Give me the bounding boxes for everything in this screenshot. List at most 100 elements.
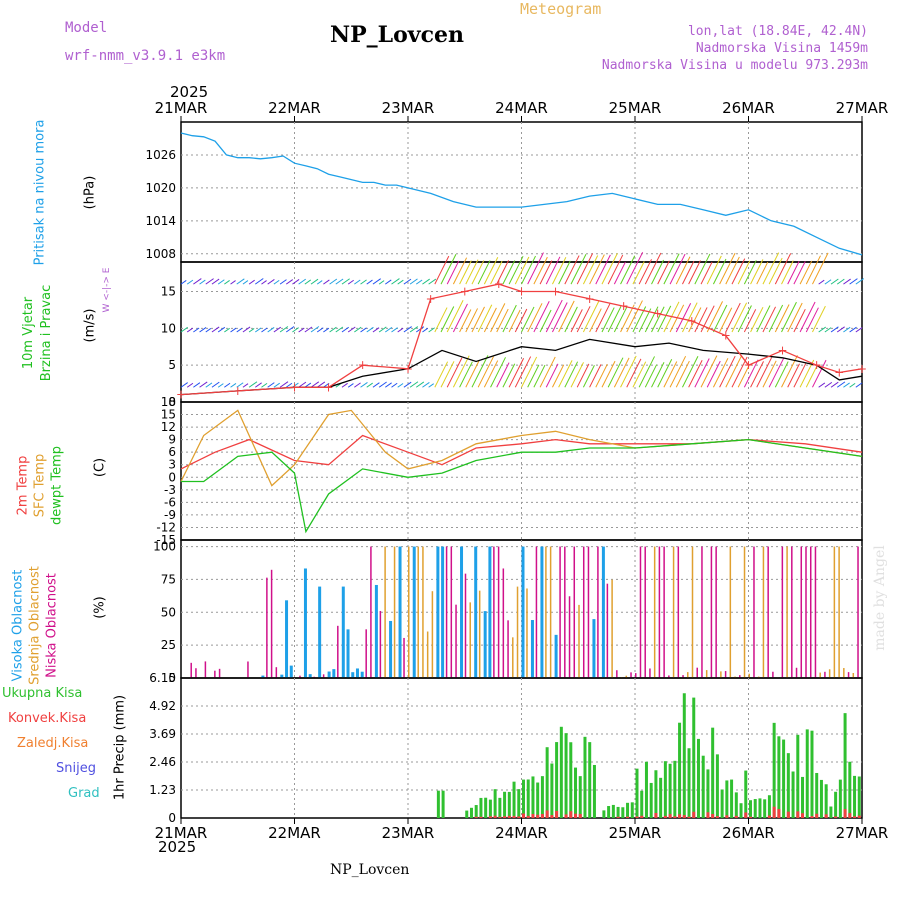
wind-barb xyxy=(830,278,839,285)
wind-barb xyxy=(521,356,538,388)
wind-barb xyxy=(669,355,687,388)
precip-bar-convective xyxy=(654,813,658,818)
wind-barb xyxy=(793,363,807,388)
wind-barb xyxy=(830,381,839,388)
precip-bar-convective xyxy=(540,813,544,818)
precip-bar-total xyxy=(635,768,639,818)
wind-barb xyxy=(682,302,698,333)
precip-bar-total xyxy=(512,781,516,818)
wind-barb xyxy=(236,278,245,285)
wind-barb xyxy=(385,279,392,285)
precip-bar-total xyxy=(782,739,786,818)
wind-barb xyxy=(242,280,249,285)
cloud-bar-high xyxy=(592,619,596,678)
precip-bar-total xyxy=(758,798,762,818)
cloud-bar-low xyxy=(204,661,207,678)
wind-barb xyxy=(793,261,806,285)
wind-barb xyxy=(397,279,404,285)
wind-barb xyxy=(743,309,757,333)
wind-barb xyxy=(787,302,803,333)
wind-gust-marker: + xyxy=(516,284,526,298)
cloud-bar-low xyxy=(275,667,278,678)
wind-barb xyxy=(601,253,618,285)
ytick-label-pressure: 1014 xyxy=(145,214,176,228)
cloud-bar-mid xyxy=(653,546,656,678)
wind-barb xyxy=(409,278,418,285)
ytick-label-temperature: 6 xyxy=(168,445,176,459)
precip-bar-total xyxy=(725,780,729,818)
cloud-bar-high xyxy=(412,546,416,678)
precip-bar-total xyxy=(611,804,615,818)
wind-barb xyxy=(805,364,818,388)
precip-bar-total xyxy=(493,789,497,818)
precip-bar-convective xyxy=(711,814,715,818)
wind-barb xyxy=(230,327,237,333)
ytick-label-cloud: 75 xyxy=(161,572,176,586)
wind-barb xyxy=(756,305,771,333)
wind-barb xyxy=(422,382,430,388)
wind-barb xyxy=(514,256,530,285)
wind-barb xyxy=(471,355,489,388)
wind-barb xyxy=(446,357,463,388)
wind-barb xyxy=(477,356,494,388)
precip-bar-convective xyxy=(640,815,644,818)
precip-bar-convective xyxy=(749,816,752,818)
wind-barb xyxy=(706,255,722,285)
cloud-bar-low xyxy=(682,675,684,678)
wind-barb xyxy=(576,306,591,333)
precip-bar-convective xyxy=(578,814,582,818)
wind-barb xyxy=(483,307,497,333)
wind-barb xyxy=(737,364,751,388)
cloud-bar-high xyxy=(530,620,534,678)
wind-barb xyxy=(576,363,590,388)
cloud-bar-low xyxy=(668,675,670,678)
wind-barb xyxy=(756,261,769,285)
wind-gust-marker: + xyxy=(403,362,413,376)
wind-barb xyxy=(620,255,636,285)
wind-barb xyxy=(186,382,194,388)
cloud-bar-low xyxy=(559,546,561,678)
wind-barb xyxy=(409,381,419,388)
precip-bar-total xyxy=(555,742,559,818)
cloud-bar-low xyxy=(847,672,850,678)
x-tick-label-top: 22MAR xyxy=(268,99,321,117)
wind-barb xyxy=(743,260,757,285)
wind-barb xyxy=(657,305,672,333)
wind-barb xyxy=(768,257,783,285)
cloud-bar-low xyxy=(568,596,571,678)
wind-gust-marker: + xyxy=(494,277,504,291)
ytick-label-temperature: 12 xyxy=(161,420,176,434)
wind-barb xyxy=(397,327,404,333)
cloud-bar-mid xyxy=(426,631,429,678)
wind-barb xyxy=(354,279,361,285)
wind-barb xyxy=(812,359,827,388)
precip-bar-total xyxy=(488,799,492,818)
precip-bar-convective xyxy=(616,816,620,818)
cloud-bar-mid xyxy=(743,546,746,678)
precip-bar-total xyxy=(602,810,606,818)
wind-barb xyxy=(762,360,777,388)
legend-convective-rain: Konvek.Kisa xyxy=(8,711,87,726)
cloud-bar-mid xyxy=(422,546,424,678)
x-tick-label-top: 24MAR xyxy=(495,99,548,117)
cloud-bar-high xyxy=(474,546,478,678)
precip-bar-convective xyxy=(512,815,516,818)
precip-bar-convective xyxy=(531,814,535,818)
wind-barb xyxy=(285,279,294,285)
wind-barb xyxy=(502,363,516,388)
wind-barb xyxy=(477,260,491,285)
precip-bar-convective xyxy=(810,816,814,818)
cloud-bar-low xyxy=(455,604,457,678)
precip-bar-total xyxy=(649,782,653,818)
wind-barb xyxy=(644,306,659,333)
wind-barb xyxy=(483,360,499,388)
cloud-bar-mid xyxy=(819,672,821,678)
precip-bar-total xyxy=(777,736,781,818)
cloud-bar-low xyxy=(739,675,741,678)
cloud-bar-high xyxy=(398,546,402,678)
precip-bar-total xyxy=(484,797,488,818)
wind-barb xyxy=(310,326,320,333)
wind-barb xyxy=(477,304,493,333)
ytick-label-temperature: -6 xyxy=(164,495,176,509)
cloud-bar-high xyxy=(332,669,336,678)
